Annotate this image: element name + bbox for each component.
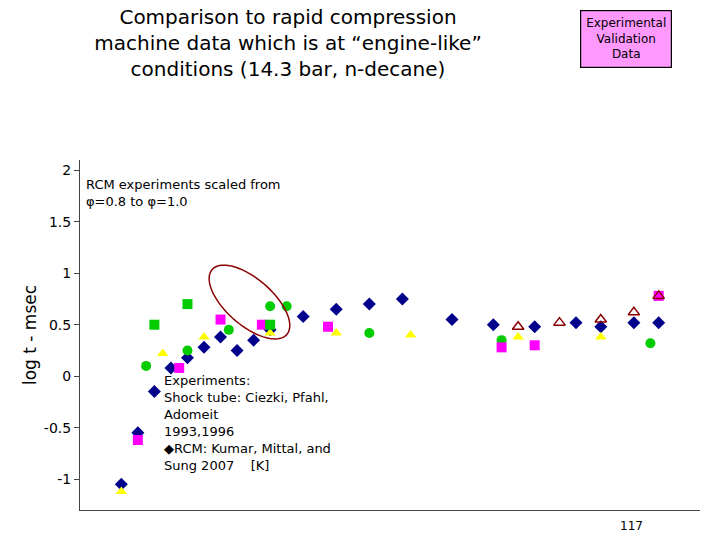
svg-text:0: 0 (62, 368, 71, 384)
svg-text:-0.5: -0.5 (44, 420, 71, 436)
svg-text:ExperimentalValidationData: ExperimentalValidationData (586, 16, 666, 61)
svg-text:log t - msec: log t - msec (20, 285, 40, 385)
svg-text:1.5: 1.5 (49, 214, 71, 230)
svg-text:2: 2 (62, 162, 71, 178)
svg-text:Comparison to rapid compressio: Comparison to rapid compressionmachine d… (94, 5, 482, 81)
svg-text:0.5: 0.5 (49, 317, 71, 333)
svg-text:117: 117 (620, 519, 643, 533)
svg-text:-1: -1 (57, 471, 71, 487)
svg-text:1: 1 (62, 265, 71, 281)
svg-text:Experiments:Shock tube: Ciezki: Experiments:Shock tube: Ciezki, Pfahl,Ad… (164, 373, 331, 473)
svg-text:RCM experiments scaled fromφ=0: RCM experiments scaled fromφ=0.8 to φ=1.… (86, 177, 281, 209)
